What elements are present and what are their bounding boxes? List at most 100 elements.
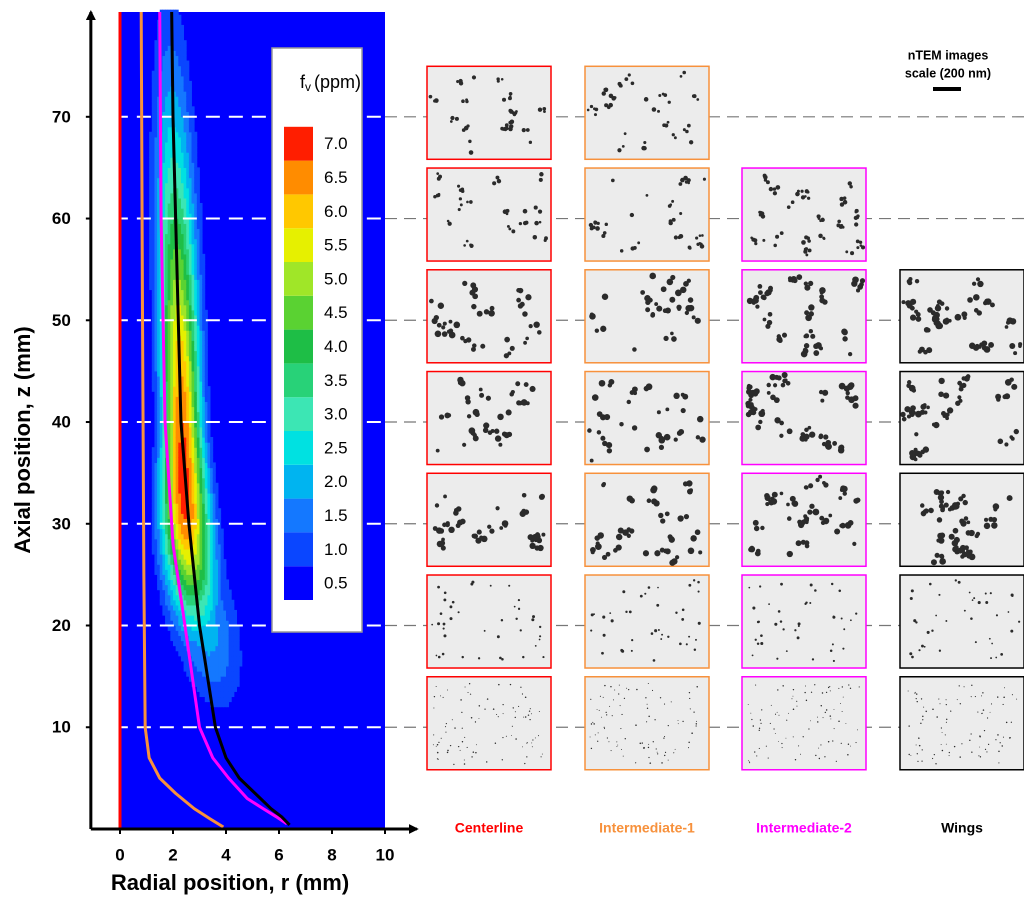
contour-cell (154, 447, 157, 453)
contour-cell (234, 646, 237, 652)
contour-cell (202, 630, 205, 636)
particle (698, 550, 702, 554)
contour-cell (189, 259, 192, 265)
contour-cell (173, 590, 176, 596)
contour-cell (152, 335, 155, 341)
particle (774, 417, 780, 423)
contour-cell (154, 391, 157, 397)
contour-cell (215, 488, 218, 494)
contour-cell (178, 15, 181, 21)
contour-cell (189, 269, 192, 275)
contour-cell (176, 40, 179, 46)
particle (918, 737, 920, 739)
colorbar-swatch (284, 330, 313, 364)
particle (471, 756, 472, 757)
contour-cell (176, 503, 179, 509)
particle (650, 487, 657, 494)
contour-cell (157, 289, 160, 295)
contour-cell (168, 585, 171, 591)
contour-cell (178, 651, 181, 657)
particle (904, 406, 910, 412)
contour-cell (165, 228, 168, 234)
particle (782, 747, 783, 748)
contour-cell (205, 585, 208, 591)
contour-cell (154, 325, 157, 331)
particle (624, 698, 625, 699)
contour-cell (202, 457, 205, 463)
contour-cell (181, 646, 184, 652)
contour-cell (192, 127, 195, 133)
contour-cell (202, 330, 205, 336)
contour-cell (184, 106, 187, 112)
contour-cell (184, 122, 187, 128)
particle (507, 225, 510, 228)
contour-cell (218, 574, 221, 580)
particle (501, 619, 503, 621)
contour-cell (178, 452, 181, 458)
contour-cell (157, 228, 160, 234)
contour-cell (168, 50, 171, 56)
contour-cell (168, 142, 171, 148)
contour-cell (173, 412, 176, 418)
contour-cell (218, 661, 221, 667)
particle (539, 221, 542, 224)
contour-cell (189, 391, 192, 397)
contour-cell (192, 396, 195, 402)
contour-cell (162, 193, 165, 199)
contour-cell (200, 234, 203, 240)
contour-cell (184, 249, 187, 255)
contour-cell (152, 269, 155, 275)
particle (793, 708, 795, 710)
contour-cell (168, 335, 171, 341)
particle (513, 707, 514, 708)
contour-cell (194, 269, 197, 275)
particle (632, 425, 637, 430)
contour-cell (192, 432, 195, 438)
contour-cell (154, 45, 157, 51)
contour-cell (162, 106, 165, 112)
contour-cell (192, 122, 195, 128)
particle (941, 411, 946, 416)
particle (446, 723, 447, 724)
contour-cell (197, 518, 200, 524)
contour-cell (210, 585, 213, 591)
contour-cell (168, 264, 171, 270)
contour-cell (149, 137, 152, 143)
contour-cell (165, 101, 168, 107)
contour-cell (226, 620, 229, 626)
contour-cell (215, 661, 218, 667)
contour-cell (210, 473, 213, 479)
contour-cell (165, 590, 168, 596)
contour-cell (152, 493, 155, 499)
contour-cell (189, 172, 192, 178)
contour-cell (154, 127, 157, 133)
contour-cell (178, 35, 181, 41)
contour-cell (226, 630, 229, 636)
contour-cell (152, 300, 155, 306)
contour-cell (170, 228, 173, 234)
particle (840, 703, 841, 704)
contour-cell (184, 406, 187, 412)
particle (657, 753, 658, 754)
contour-cell (165, 361, 168, 367)
contour-cell (154, 422, 157, 428)
particle (471, 717, 473, 719)
contour-cell (160, 554, 163, 560)
contour-cell (162, 605, 165, 611)
contour-cell (152, 320, 155, 326)
contour-cell (218, 508, 221, 514)
particle (661, 762, 663, 764)
contour-cell (176, 462, 179, 468)
contour-cell (162, 152, 165, 158)
contour-cell (205, 686, 208, 692)
contour-cell (192, 630, 195, 636)
contour-cell (165, 493, 168, 499)
contour-cell (157, 300, 160, 306)
contour-cell (160, 534, 163, 540)
contour-cell (160, 396, 163, 402)
particle (621, 749, 622, 750)
particle (534, 221, 539, 226)
contour-cell (184, 600, 187, 606)
contour-cell (173, 356, 176, 362)
particle (813, 350, 819, 356)
